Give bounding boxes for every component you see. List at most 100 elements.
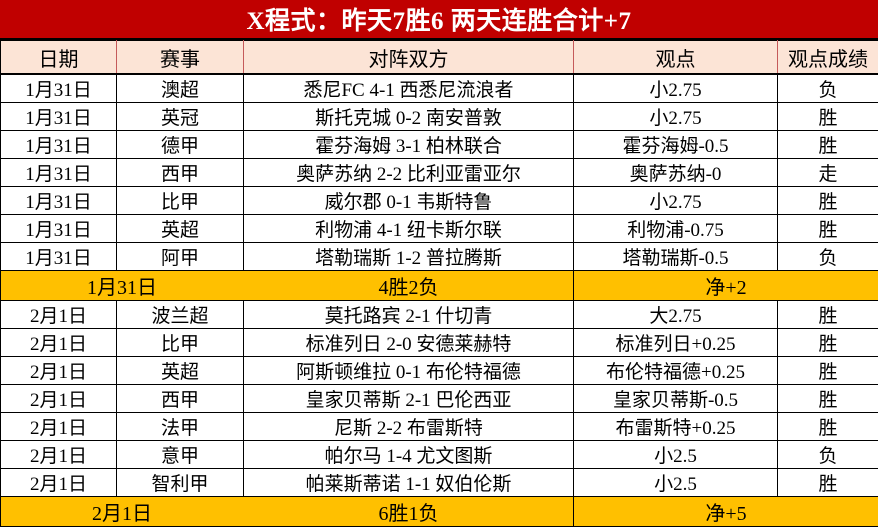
cell-match: 标准列日 2-0 安德莱赫特: [244, 329, 574, 357]
column-header-competition[interactable]: 赛事: [117, 41, 244, 75]
cell-competition: 波兰超: [117, 301, 244, 329]
cell-date: 1月31日: [1, 131, 117, 159]
cell-match: 利物浦 4-1 纽卡斯尔联: [244, 215, 574, 243]
cell-match: 尼斯 2-2 布雷斯特: [244, 413, 574, 441]
status-badge: 胜: [778, 301, 878, 329]
cell-view: 标准列日+0.25: [574, 329, 778, 357]
cell-date: 2月1日: [1, 385, 117, 413]
table-row[interactable]: 1月31日 西甲 奥萨苏纳 2-2 比利亚雷亚尔 奥萨苏纳-0 走: [1, 159, 878, 187]
cell-competition: 阿甲: [117, 243, 244, 271]
table-row[interactable]: 2月1日 法甲 尼斯 2-2 布雷斯特 布雷斯特+0.25 胜: [1, 413, 878, 441]
cell-match: 悉尼FC 4-1 西悉尼流浪者: [244, 74, 574, 103]
status-badge: 负: [778, 74, 878, 103]
status-badge: 胜: [778, 413, 878, 441]
summary-row-day1: 1月31日 4胜2负 净+2: [1, 271, 878, 301]
cell-date: 2月1日: [1, 301, 117, 329]
cell-date: 1月31日: [1, 74, 117, 103]
cell-match: 莫托路宾 2-1 什切青: [244, 301, 574, 329]
summary-net: 净+5: [574, 497, 878, 527]
table-row[interactable]: 2月1日 西甲 皇家贝蒂斯 2-1 巴伦西亚 皇家贝蒂斯-0.5 胜: [1, 385, 878, 413]
cell-match: 霍芬海姆 3-1 柏林联合: [244, 131, 574, 159]
cell-view: 塔勒瑞斯-0.5: [574, 243, 778, 271]
cell-date: 1月31日: [1, 243, 117, 271]
cell-match: 帕尔马 1-4 尤文图斯: [244, 441, 574, 469]
status-badge: 胜: [778, 329, 878, 357]
status-badge: 胜: [778, 385, 878, 413]
table-row[interactable]: 2月1日 意甲 帕尔马 1-4 尤文图斯 小2.5 负: [1, 441, 878, 469]
table-row[interactable]: 1月31日 英冠 斯托克城 0-2 南安普敦 小2.75 胜: [1, 103, 878, 131]
cell-view: 小2.5: [574, 441, 778, 469]
table-row[interactable]: 1月31日 英超 利物浦 4-1 纽卡斯尔联 利物浦-0.75 胜: [1, 215, 878, 243]
table-row[interactable]: 2月1日 智利甲 帕莱斯蒂诺 1-1 奴伯伦斯 小2.5 胜: [1, 469, 878, 497]
cell-competition: 英冠: [117, 103, 244, 131]
status-badge: 负: [778, 441, 878, 469]
cell-competition: 智利甲: [117, 469, 244, 497]
cell-match: 斯托克城 0-2 南安普敦: [244, 103, 574, 131]
status-badge: 走: [778, 159, 878, 187]
table-row[interactable]: 1月31日 德甲 霍芬海姆 3-1 柏林联合 霍芬海姆-0.5 胜: [1, 131, 878, 159]
cell-competition: 英超: [117, 357, 244, 385]
cell-match: 皇家贝蒂斯 2-1 巴伦西亚: [244, 385, 574, 413]
cell-date: 2月1日: [1, 357, 117, 385]
cell-date: 1月31日: [1, 103, 117, 131]
cell-competition: 西甲: [117, 385, 244, 413]
cell-date: 2月1日: [1, 441, 117, 469]
cell-date: 1月31日: [1, 215, 117, 243]
status-badge: 胜: [778, 215, 878, 243]
cell-view: 霍芬海姆-0.5: [574, 131, 778, 159]
table-row[interactable]: 2月1日 比甲 标准列日 2-0 安德莱赫特 标准列日+0.25 胜: [1, 329, 878, 357]
cell-competition: 意甲: [117, 441, 244, 469]
table-row[interactable]: 2月1日 波兰超 莫托路宾 2-1 什切青 大2.75 胜: [1, 301, 878, 329]
column-header-view[interactable]: 观点: [574, 41, 778, 75]
table-row[interactable]: 2月1日 英超 阿斯顿维拉 0-1 布伦特福德 布伦特福德+0.25 胜: [1, 357, 878, 385]
cell-competition: 澳超: [117, 74, 244, 103]
cell-view: 小2.75: [574, 187, 778, 215]
cell-match: 奥萨苏纳 2-2 比利亚雷亚尔: [244, 159, 574, 187]
column-header-result[interactable]: 观点成绩: [778, 41, 878, 75]
cell-view: 小2.5: [574, 469, 778, 497]
cell-view: 小2.75: [574, 103, 778, 131]
summary-record: 4胜2负: [244, 271, 574, 301]
page-title: X程式：昨天7胜6 两天连胜合计+7: [0, 0, 878, 40]
summary-row-day2: 2月1日 6胜1负 净+5: [1, 497, 878, 527]
column-header-match[interactable]: 对阵双方: [244, 41, 574, 75]
summary-net: 净+2: [574, 271, 878, 301]
table-body: 1月31日 澳超 悉尼FC 4-1 西悉尼流浪者 小2.75 负 1月31日 英…: [1, 74, 878, 527]
status-badge: 胜: [778, 131, 878, 159]
cell-date: 1月31日: [1, 159, 117, 187]
cell-competition: 比甲: [117, 187, 244, 215]
status-badge: 负: [778, 243, 878, 271]
status-badge: 胜: [778, 469, 878, 497]
cell-competition: 西甲: [117, 159, 244, 187]
table-row[interactable]: 1月31日 比甲 威尔郡 0-1 韦斯特鲁 小2.75 胜: [1, 187, 878, 215]
results-table: 日期 赛事 对阵双方 观点 观点成绩 1月31日 澳超 悉尼FC 4-1 西悉尼…: [0, 40, 878, 527]
cell-match: 塔勒瑞斯 1-2 普拉腾斯: [244, 243, 574, 271]
summary-date: 1月31日: [1, 271, 244, 301]
cell-match: 帕莱斯蒂诺 1-1 奴伯伦斯: [244, 469, 574, 497]
summary-date: 2月1日: [1, 497, 244, 527]
table-row[interactable]: 1月31日 阿甲 塔勒瑞斯 1-2 普拉腾斯 塔勒瑞斯-0.5 负: [1, 243, 878, 271]
status-badge: 胜: [778, 357, 878, 385]
cell-view: 奥萨苏纳-0: [574, 159, 778, 187]
status-badge: 胜: [778, 187, 878, 215]
cell-date: 1月31日: [1, 187, 117, 215]
cell-match: 威尔郡 0-1 韦斯特鲁: [244, 187, 574, 215]
column-header-date[interactable]: 日期: [1, 41, 117, 75]
cell-competition: 德甲: [117, 131, 244, 159]
cell-date: 2月1日: [1, 329, 117, 357]
spreadsheet-sheet: X程式：昨天7胜6 两天连胜合计+7 日期 赛事 对阵双方 观点 观点成绩 1月…: [0, 0, 878, 470]
cell-date: 2月1日: [1, 469, 117, 497]
table-row[interactable]: 1月31日 澳超 悉尼FC 4-1 西悉尼流浪者 小2.75 负: [1, 74, 878, 103]
cell-view: 布雷斯特+0.25: [574, 413, 778, 441]
cell-match: 阿斯顿维拉 0-1 布伦特福德: [244, 357, 574, 385]
cell-view: 皇家贝蒂斯-0.5: [574, 385, 778, 413]
cell-competition: 英超: [117, 215, 244, 243]
cell-view: 小2.75: [574, 74, 778, 103]
status-badge: 胜: [778, 103, 878, 131]
cell-view: 布伦特福德+0.25: [574, 357, 778, 385]
table-header-row: 日期 赛事 对阵双方 观点 观点成绩: [1, 41, 878, 75]
summary-record: 6胜1负: [244, 497, 574, 527]
cell-view: 利物浦-0.75: [574, 215, 778, 243]
cell-competition: 比甲: [117, 329, 244, 357]
cell-date: 2月1日: [1, 413, 117, 441]
